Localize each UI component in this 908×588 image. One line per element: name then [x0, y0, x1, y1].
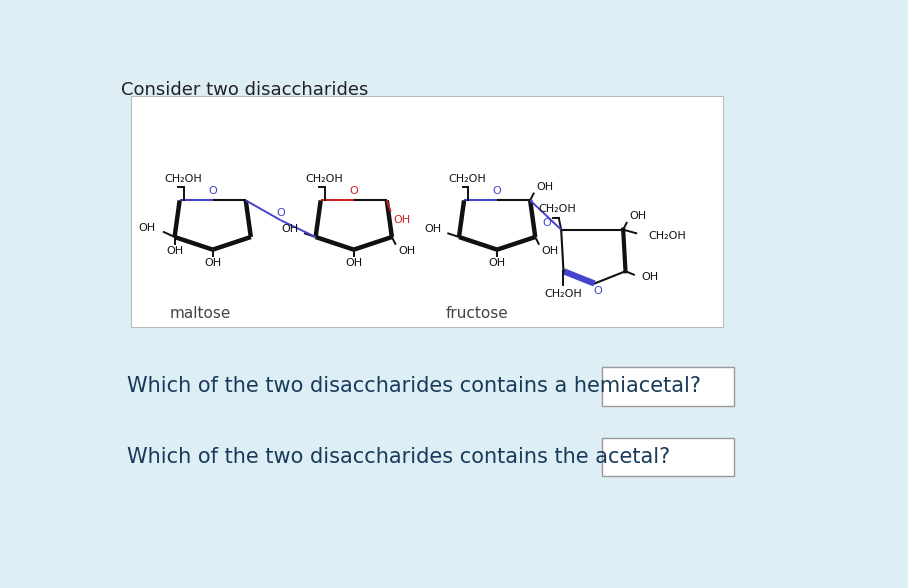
Text: O: O [208, 186, 217, 196]
Text: OH: OH [629, 211, 646, 220]
Text: CH₂OH: CH₂OH [648, 231, 686, 241]
Text: OH: OH [166, 246, 183, 256]
Text: O: O [593, 286, 602, 296]
Bar [602, 367, 734, 406]
Text: maltose: maltose [169, 306, 231, 320]
Text: OH: OH [425, 224, 442, 234]
Text: Consider two disaccharides: Consider two disaccharides [122, 81, 369, 99]
Text: Which of the two disaccharides contains a hemiacetal?: Which of the two disaccharides contains … [127, 376, 702, 396]
Text: OH: OH [398, 246, 415, 256]
Text: O: O [543, 218, 551, 228]
Bar [602, 438, 734, 476]
Text: OH: OH [393, 215, 410, 225]
Text: CH₂OH: CH₂OH [538, 204, 577, 214]
Text: Which of the two disaccharides contains the acetal?: Which of the two disaccharides contains … [127, 447, 671, 467]
Text: OH: OH [541, 246, 558, 256]
Text: O: O [350, 186, 358, 196]
Bar [131, 96, 723, 327]
Text: fructose: fructose [445, 306, 508, 320]
Text: O: O [493, 186, 501, 196]
Text: OH: OH [537, 182, 554, 192]
Text: OH: OH [139, 223, 156, 233]
Text: CH₂OH: CH₂OH [449, 174, 486, 184]
Text: CH₂OH: CH₂OH [305, 174, 342, 184]
Text: OH: OH [204, 259, 222, 269]
Text: OH: OH [345, 259, 362, 269]
Text: OH: OH [281, 224, 299, 234]
Text: O: O [276, 208, 285, 218]
Text: CH₂OH: CH₂OH [163, 174, 202, 184]
Text: OH: OH [641, 272, 658, 282]
Text: OH: OH [489, 259, 506, 269]
Text: CH₂OH: CH₂OH [545, 289, 582, 299]
